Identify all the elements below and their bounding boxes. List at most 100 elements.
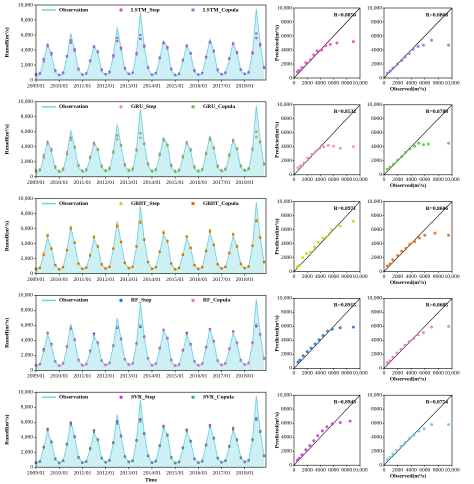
marker: [166, 240, 169, 243]
marker: [208, 425, 212, 428]
r-annotation: R=0.8606: [426, 206, 448, 212]
marker: [143, 433, 146, 436]
marker: [212, 437, 215, 440]
legend-label: LSTM_Copula: [203, 7, 239, 13]
point: [408, 147, 412, 151]
point: [297, 456, 301, 460]
y-tick-label: 0: [30, 77, 33, 83]
point: [351, 40, 355, 44]
marker: [54, 263, 57, 267]
marker: [262, 454, 266, 457]
y-tick-label: 0: [379, 366, 382, 372]
point: [305, 251, 309, 255]
marker: [38, 168, 41, 172]
marker: [127, 460, 130, 463]
marker: [177, 460, 181, 463]
y-tick-label: 6000: [281, 33, 292, 39]
r-annotation: R=0.8971: [334, 206, 356, 212]
marker: [204, 444, 208, 447]
y-axis-label: Runoff(m³/s): [3, 124, 10, 154]
marker: [50, 53, 53, 56]
marker: [61, 168, 65, 171]
marker: [61, 72, 65, 75]
marker: [201, 266, 204, 269]
marker: [112, 247, 115, 250]
point: [385, 167, 389, 171]
marker: [135, 343, 138, 346]
marker: [89, 156, 92, 160]
marker: [131, 71, 134, 74]
marker: [239, 68, 242, 71]
marker: [239, 262, 242, 265]
marker: [42, 446, 45, 449]
y-tick-label: 2000: [371, 61, 382, 67]
marker: [170, 359, 173, 362]
marker: [239, 456, 242, 459]
x-tick-label: 0: [293, 274, 296, 280]
marker: [123, 358, 127, 361]
x-tick-label: 4000: [315, 467, 326, 473]
marker: [216, 263, 219, 266]
identity-line: [383, 104, 453, 176]
r-annotation: R=0.8856: [334, 12, 356, 18]
x-tick-label: 2017/01: [213, 83, 231, 89]
r-annotation: R=0.8532: [334, 109, 356, 115]
point: [351, 219, 355, 223]
point: [309, 250, 312, 254]
marker: [259, 140, 262, 143]
y-tick-label: 8000: [371, 406, 382, 412]
point: [330, 422, 334, 426]
legend-swatch: [191, 202, 195, 206]
area-fill: [36, 105, 265, 177]
y-tick-label: 4000: [371, 434, 382, 440]
marker: [216, 69, 219, 72]
marker: [181, 59, 184, 62]
point: [305, 350, 309, 354]
y-tick-label: 4000: [371, 47, 382, 53]
point: [396, 254, 400, 257]
x-tick-label: 2014/01: [143, 470, 161, 476]
marker: [127, 169, 130, 172]
marker: [61, 266, 65, 269]
point: [309, 58, 312, 62]
legend-label: SVR_Copula: [203, 394, 234, 400]
x-tick-label: 2017/01: [213, 277, 231, 283]
marker: [54, 360, 57, 363]
marker: [162, 138, 165, 141]
x-tick-label: 2014/01: [143, 277, 161, 283]
point: [335, 41, 339, 45]
marker: [174, 74, 177, 77]
x-tick-label: 8000: [433, 467, 444, 473]
marker: [85, 72, 88, 75]
identity-line: [383, 201, 453, 272]
y-tick-label: 6000: [281, 420, 292, 426]
x-tick-label: 6000: [419, 371, 430, 377]
legend-swatch: [119, 202, 123, 206]
point: [304, 448, 308, 452]
marker: [115, 420, 119, 423]
marker: [69, 424, 72, 427]
point: [423, 233, 427, 237]
y-tick-label: 2000: [281, 352, 292, 358]
marker: [38, 266, 41, 270]
marker: [170, 262, 173, 265]
point: [316, 240, 320, 244]
y-tick-label: 10,000: [367, 392, 382, 398]
y-tick-label: 6,000: [21, 323, 34, 329]
marker: [216, 359, 219, 363]
marker: [174, 170, 177, 173]
marker: [154, 168, 157, 171]
legend-swatch: [119, 298, 123, 302]
marker: [212, 50, 215, 53]
marker: [212, 244, 215, 247]
marker: [127, 363, 130, 366]
marker: [42, 156, 45, 159]
marker: [216, 456, 219, 459]
marker: [174, 268, 177, 271]
x-tick-label: 2013/01: [120, 83, 138, 89]
y-tick-label: 6,000: [21, 419, 34, 425]
point: [422, 427, 426, 431]
marker: [243, 72, 246, 76]
marker: [220, 460, 223, 464]
